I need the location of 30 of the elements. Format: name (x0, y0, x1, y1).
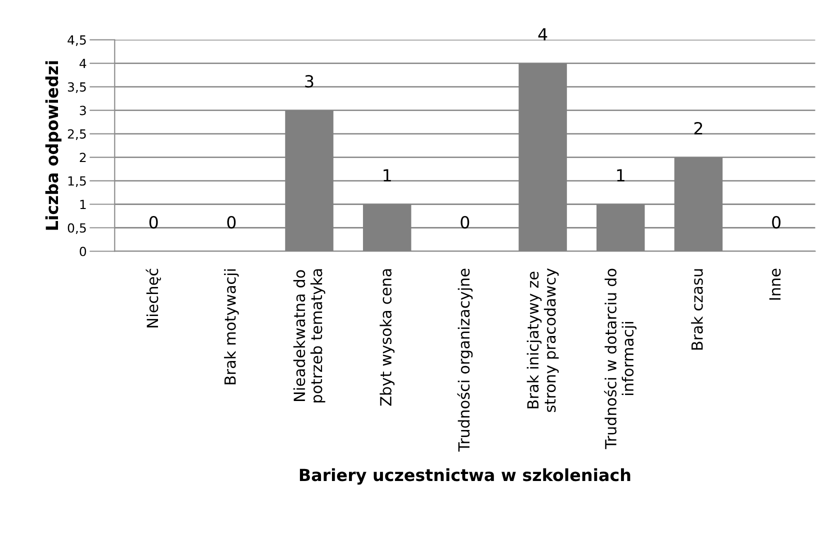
y-tick-label: 1 (80, 200, 86, 210)
data-label: 4 (538, 28, 548, 40)
y-tick-label: 2,5 (68, 129, 86, 140)
x-tick-label: Brak inicjatywy ze strony pracodawcy (526, 268, 559, 412)
data-label: 1 (384, 169, 391, 182)
x-tick-label: Trudności w dotarciu do informacji (604, 268, 637, 450)
x-tick-label: Brak czasu (691, 269, 703, 350)
x-tick-label: Brak motywacji (224, 269, 239, 384)
y-tick-label: 3,5 (68, 82, 86, 93)
y-tick-label: 2 (80, 152, 86, 162)
data-label: 2 (694, 122, 702, 134)
y-tick-label: 3 (80, 106, 86, 116)
data-label: 0 (149, 216, 158, 229)
x-axis-title: Bariery uczestnictwa w szkoleniach (300, 468, 630, 485)
data-label: 3 (305, 74, 314, 88)
x-tick-label: Nieadekwatna do potrzeb tematyka (293, 269, 326, 402)
y-tick-label: 4,5 (68, 35, 86, 46)
y-tick-label: 0 (80, 246, 86, 256)
x-tick-label: Inne (769, 268, 781, 300)
y-axis-title: Liczba odpowiedzi (45, 61, 62, 230)
data-label: 0 (772, 216, 780, 229)
x-tick-label: Zbyt wysoka cena (380, 269, 394, 406)
y-tick-label: 1,5 (68, 176, 86, 187)
x-tick-label: Niechęć (146, 268, 161, 328)
y-tick-label: 0,5 (68, 223, 86, 234)
data-label: 1 (617, 169, 624, 182)
y-tick-label: 4 (80, 58, 86, 68)
data-label: 0 (227, 216, 236, 229)
x-tick-label: Trudności organizacyjne (457, 268, 473, 452)
data-label: 0 (460, 216, 470, 229)
